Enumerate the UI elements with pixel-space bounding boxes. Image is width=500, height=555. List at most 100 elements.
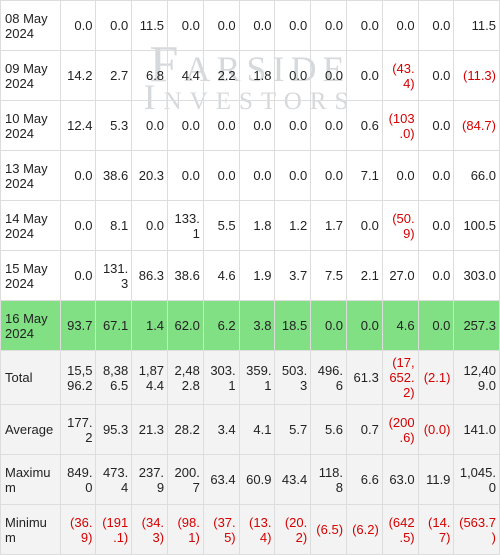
cell: 0.0 (347, 1, 383, 51)
cell: (200.6) (382, 405, 418, 455)
cell: 0.0 (203, 101, 239, 151)
cell: 63.4 (203, 455, 239, 505)
cell: 63.0 (382, 455, 418, 505)
cell: 118.8 (311, 455, 347, 505)
cell: (84.7) (454, 101, 500, 151)
cell: (36.9) (60, 505, 96, 555)
table-row: 09 May 202414.22.76.84.42.21.80.00.00.0(… (1, 51, 500, 101)
cell: 0.0 (168, 1, 204, 51)
cell: 0.0 (418, 1, 454, 51)
table-row: Maximum849.0473.4237.9200.763.460.943.41… (1, 455, 500, 505)
cell: 0.0 (347, 301, 383, 351)
cell: 62.0 (168, 301, 204, 351)
cell: 0.0 (239, 151, 275, 201)
cell: 2.1 (347, 251, 383, 301)
row-label: 09 May 2024 (1, 51, 61, 101)
cell: 0.0 (311, 101, 347, 151)
cell: 6.8 (132, 51, 168, 101)
cell: 0.0 (60, 151, 96, 201)
cell: 0.0 (382, 1, 418, 51)
flows-table: 08 May 20240.00.011.50.00.00.00.00.00.00… (0, 0, 500, 555)
cell: 67.1 (96, 301, 132, 351)
cell: 60.9 (239, 455, 275, 505)
cell: (6.2) (347, 505, 383, 555)
row-label: 14 May 2024 (1, 201, 61, 251)
cell: 496.6 (311, 351, 347, 405)
cell: 503.3 (275, 351, 311, 405)
cell: 0.0 (418, 51, 454, 101)
cell: 1.2 (275, 201, 311, 251)
cell: 5.3 (96, 101, 132, 151)
cell: 1.9 (239, 251, 275, 301)
cell: 14.2 (60, 51, 96, 101)
cell: 0.0 (347, 51, 383, 101)
cell: 12,409.0 (454, 351, 500, 405)
cell: (14.7) (418, 505, 454, 555)
cell: 11.5 (454, 1, 500, 51)
cell: 0.0 (418, 301, 454, 351)
cell: 12.4 (60, 101, 96, 151)
cell: (17,652.2) (382, 351, 418, 405)
cell: 0.0 (418, 101, 454, 151)
table-row: 15 May 20240.0131.386.338.64.61.93.77.52… (1, 251, 500, 301)
cell: 1.7 (311, 201, 347, 251)
cell: 0.0 (311, 1, 347, 51)
cell: (191.1) (96, 505, 132, 555)
cell: 0.0 (275, 101, 311, 151)
row-label: 15 May 2024 (1, 251, 61, 301)
row-label: 08 May 2024 (1, 1, 61, 51)
cell: 141.0 (454, 405, 500, 455)
cell: 257.3 (454, 301, 500, 351)
cell: 2.2 (203, 51, 239, 101)
cell: 0.0 (418, 251, 454, 301)
cell: 0.0 (275, 51, 311, 101)
cell: 0.0 (418, 201, 454, 251)
cell: 1,874.4 (132, 351, 168, 405)
table-row: 14 May 20240.08.10.0133.15.51.81.21.70.0… (1, 201, 500, 251)
cell: 20.3 (132, 151, 168, 201)
table-row: 16 May 202493.767.11.462.06.23.818.50.00… (1, 301, 500, 351)
cell: 1.8 (239, 201, 275, 251)
cell: 0.0 (275, 1, 311, 51)
cell: 43.4 (275, 455, 311, 505)
cell: 6.6 (347, 455, 383, 505)
cell: 27.0 (382, 251, 418, 301)
cell: 5.5 (203, 201, 239, 251)
cell: (2.1) (418, 351, 454, 405)
row-label: Maximum (1, 455, 61, 505)
cell: 66.0 (454, 151, 500, 201)
cell: 8.1 (96, 201, 132, 251)
cell: 303.1 (203, 351, 239, 405)
cell: 131.3 (96, 251, 132, 301)
cell: 18.5 (275, 301, 311, 351)
cell: 0.0 (275, 151, 311, 201)
table-row: Minimum(36.9)(191.1)(34.3)(98.1)(37.5)(1… (1, 505, 500, 555)
cell: 6.2 (203, 301, 239, 351)
cell: 8,386.5 (96, 351, 132, 405)
table-row: 10 May 202412.45.30.00.00.00.00.00.00.6(… (1, 101, 500, 151)
cell: 0.7 (347, 405, 383, 455)
cell: (50.9) (382, 201, 418, 251)
cell: 177.2 (60, 405, 96, 455)
cell: 0.6 (347, 101, 383, 151)
cell: 100.5 (454, 201, 500, 251)
cell: 0.0 (96, 1, 132, 51)
row-label: 16 May 2024 (1, 301, 61, 351)
cell: 21.3 (132, 405, 168, 455)
cell: 0.0 (132, 101, 168, 151)
cell: (98.1) (168, 505, 204, 555)
cell: 38.6 (168, 251, 204, 301)
cell: 11.5 (132, 1, 168, 51)
cell: 5.7 (275, 405, 311, 455)
row-label: 10 May 2024 (1, 101, 61, 151)
cell: 0.0 (382, 151, 418, 201)
cell: 1.8 (239, 51, 275, 101)
cell: 1,045.0 (454, 455, 500, 505)
cell: 849.0 (60, 455, 96, 505)
cell: 303.0 (454, 251, 500, 301)
table-row: Total15,596.28,386.51,874.42,482.8303.13… (1, 351, 500, 405)
cell: 200.7 (168, 455, 204, 505)
cell: 3.7 (275, 251, 311, 301)
cell: (34.3) (132, 505, 168, 555)
cell: (11.3) (454, 51, 500, 101)
